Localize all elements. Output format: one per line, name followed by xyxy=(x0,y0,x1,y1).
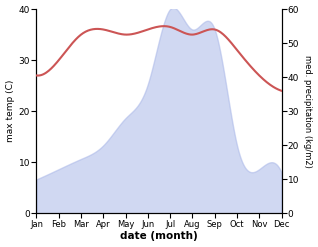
Y-axis label: max temp (C): max temp (C) xyxy=(5,80,15,143)
Y-axis label: med. precipitation (kg/m2): med. precipitation (kg/m2) xyxy=(303,55,313,168)
X-axis label: date (month): date (month) xyxy=(120,231,198,242)
